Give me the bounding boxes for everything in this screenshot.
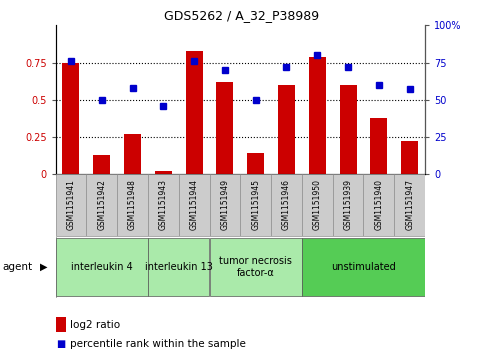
Bar <box>210 238 301 296</box>
Bar <box>309 57 326 174</box>
Text: ■: ■ <box>56 339 66 349</box>
Bar <box>302 238 425 296</box>
Text: GSM1151948: GSM1151948 <box>128 179 137 230</box>
Bar <box>278 85 295 174</box>
Text: GDS5262 / A_32_P38989: GDS5262 / A_32_P38989 <box>164 9 319 22</box>
Bar <box>148 238 209 296</box>
Bar <box>216 82 233 174</box>
Bar <box>185 51 202 174</box>
Text: GSM1151940: GSM1151940 <box>374 179 384 230</box>
Text: GSM1151945: GSM1151945 <box>251 179 260 230</box>
Text: GSM1151941: GSM1151941 <box>67 179 75 230</box>
Bar <box>124 134 141 174</box>
Text: GSM1151944: GSM1151944 <box>190 179 199 230</box>
Bar <box>370 118 387 174</box>
Bar <box>155 171 172 174</box>
Text: agent: agent <box>2 262 32 272</box>
Bar <box>56 238 148 296</box>
Text: GSM1151950: GSM1151950 <box>313 179 322 230</box>
Text: GSM1151946: GSM1151946 <box>282 179 291 230</box>
Text: GSM1151939: GSM1151939 <box>343 179 353 230</box>
Text: unstimulated: unstimulated <box>331 262 396 272</box>
Text: GSM1151942: GSM1151942 <box>97 179 106 230</box>
Bar <box>62 62 79 174</box>
Bar <box>93 155 110 174</box>
Bar <box>340 85 356 174</box>
Text: GSM1151949: GSM1151949 <box>220 179 229 230</box>
Text: interleukin 13: interleukin 13 <box>145 262 213 272</box>
Text: GSM1151947: GSM1151947 <box>405 179 414 230</box>
Text: ▶: ▶ <box>40 262 48 272</box>
Bar <box>401 142 418 174</box>
Text: percentile rank within the sample: percentile rank within the sample <box>70 339 246 349</box>
Bar <box>247 154 264 174</box>
Text: interleukin 4: interleukin 4 <box>71 262 133 272</box>
Text: log2 ratio: log2 ratio <box>70 320 120 330</box>
Text: GSM1151943: GSM1151943 <box>159 179 168 230</box>
Text: tumor necrosis
factor-α: tumor necrosis factor-α <box>219 256 292 278</box>
